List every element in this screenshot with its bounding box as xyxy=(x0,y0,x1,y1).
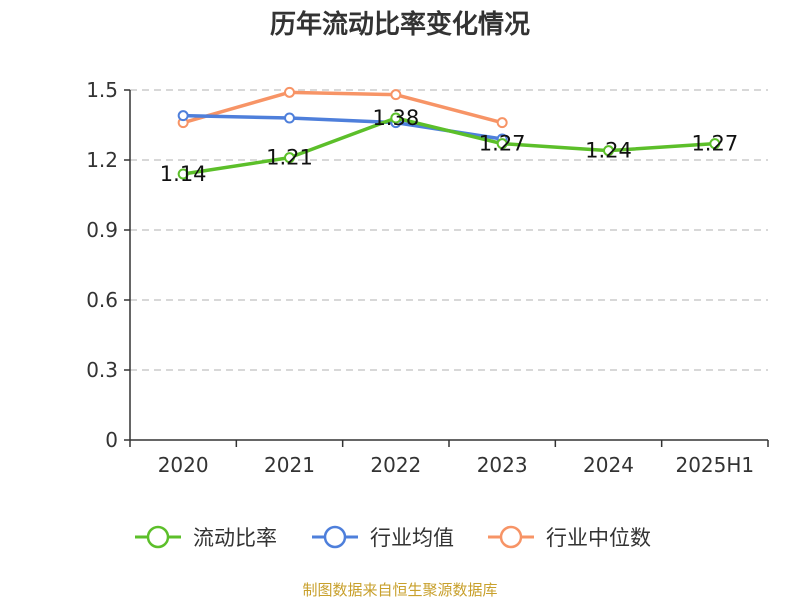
data-label: 1.24 xyxy=(585,139,632,163)
legend-marker xyxy=(499,525,523,549)
legend[interactable]: 流动比率 行业均值 行业中位数 xyxy=(135,525,651,550)
legend-item[interactable]: 流动比率 xyxy=(135,525,277,550)
data-point[interactable] xyxy=(496,117,508,129)
legend-marker xyxy=(323,525,347,549)
y-tick-label: 1.2 xyxy=(86,148,118,172)
legend-label: 行业均值 xyxy=(370,526,454,550)
legend-label: 流动比率 xyxy=(193,526,277,550)
data-label: 1.14 xyxy=(160,162,207,186)
data-label: 1.27 xyxy=(479,132,526,156)
x-tick-label: 2023 xyxy=(477,453,528,477)
y-tick-label: 0 xyxy=(105,428,118,452)
data-labels: 1.14 1.21 1.38 1.27 1.24 1.27 xyxy=(160,106,738,186)
data-label: 1.27 xyxy=(691,132,738,156)
data-point[interactable] xyxy=(284,152,295,164)
y-tick-label: 0.9 xyxy=(86,218,118,242)
data-point[interactable] xyxy=(709,138,721,150)
series-line xyxy=(182,116,715,176)
y-tick-label: 1.5 xyxy=(86,78,118,102)
legend-item[interactable]: 行业中位数 xyxy=(488,525,651,550)
x-tick-label: 2020 xyxy=(158,453,209,477)
legend-item[interactable]: 行业均值 xyxy=(312,525,454,550)
series-line xyxy=(183,113,503,141)
x-tick-label: 2021 xyxy=(264,453,315,477)
data-point[interactable] xyxy=(177,110,189,122)
series-line xyxy=(182,90,503,125)
data-point[interactable] xyxy=(284,86,295,98)
grid-lines xyxy=(130,89,768,371)
x-tick-label: 2022 xyxy=(370,453,421,477)
data-point[interactable] xyxy=(177,168,189,180)
x-axis: 2020 2021 2022 2023 2024 2025H1 xyxy=(129,90,769,477)
y-tick-label: 0.6 xyxy=(86,288,118,312)
data-point[interactable] xyxy=(390,89,402,101)
data-label: 1.38 xyxy=(372,106,419,130)
legend-marker xyxy=(146,525,170,549)
data-label: 1.21 xyxy=(266,146,313,170)
data-point[interactable] xyxy=(390,112,402,124)
series-group xyxy=(177,86,721,180)
data-point[interactable] xyxy=(284,112,295,124)
y-axis-ticks: 0 0.3 0.6 0.9 1.2 1.5 xyxy=(86,78,130,452)
data-point[interactable] xyxy=(496,138,508,150)
chart-title: 历年流动比率变化情况 xyxy=(270,9,530,40)
source-note: 制图数据来自恒生聚源数据库 xyxy=(302,581,497,599)
data-point[interactable] xyxy=(603,145,614,157)
y-tick-label: 0.3 xyxy=(86,358,118,382)
legend-label: 行业中位数 xyxy=(546,526,651,550)
x-tick-label: 2024 xyxy=(583,453,634,477)
x-tick-label: 2025H1 xyxy=(675,453,754,477)
